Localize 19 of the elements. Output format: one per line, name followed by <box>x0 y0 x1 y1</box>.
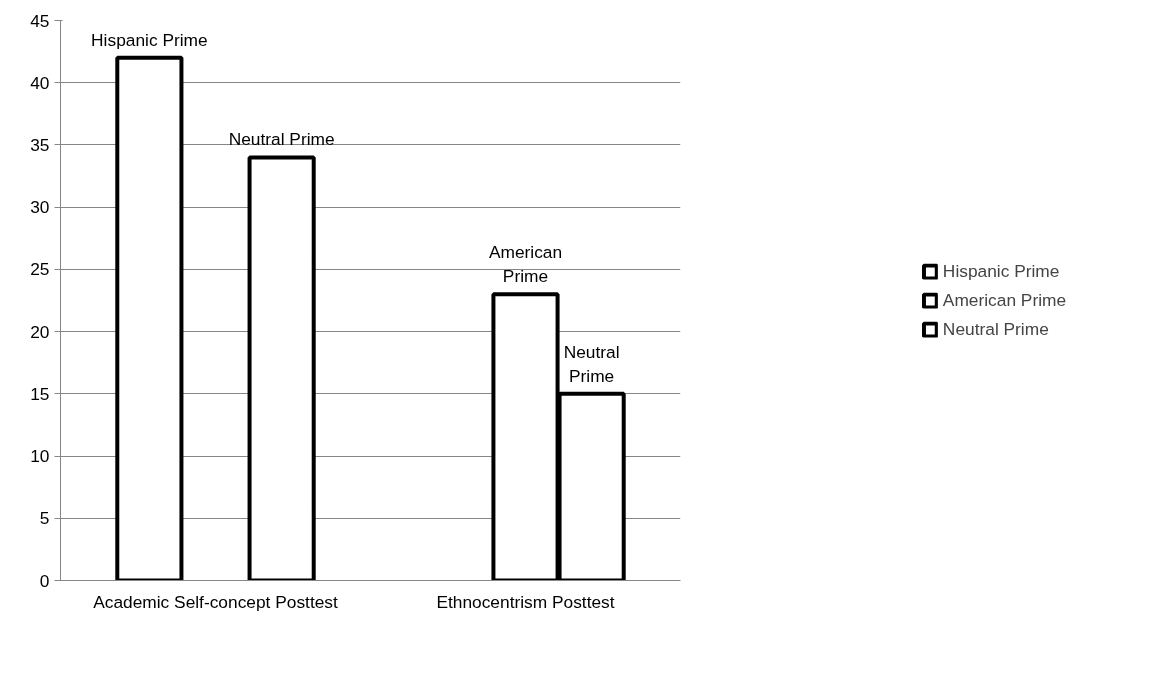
y-tick-label: 10 <box>30 446 50 467</box>
y-tick-label: 15 <box>30 383 50 404</box>
data-label: Neutral Prime <box>228 129 335 150</box>
x-tick-label: Ethnocentrism Posttest <box>436 591 615 612</box>
y-tick-label: 35 <box>30 134 50 155</box>
legend-label: Neutral Prime <box>942 318 1049 340</box>
y-tick-label: 40 <box>30 72 50 93</box>
data-label: American Prime <box>488 242 563 287</box>
y-tick-label: 45 <box>30 10 50 31</box>
y-tick-label: 5 <box>39 508 50 529</box>
y-tick-label: 25 <box>30 259 50 280</box>
data-label: Neutral Prime <box>563 341 620 386</box>
y-tick-label: 30 <box>30 197 50 218</box>
y-tick-label: 0 <box>39 570 50 591</box>
legend-label: Hispanic Prime <box>942 260 1060 282</box>
y-tick-label: 20 <box>30 321 50 342</box>
x-tick-label: Academic Self-concept Posttest <box>93 591 338 612</box>
data-label: Hispanic Prime <box>91 29 208 50</box>
legend-label: American Prime <box>942 289 1067 311</box>
